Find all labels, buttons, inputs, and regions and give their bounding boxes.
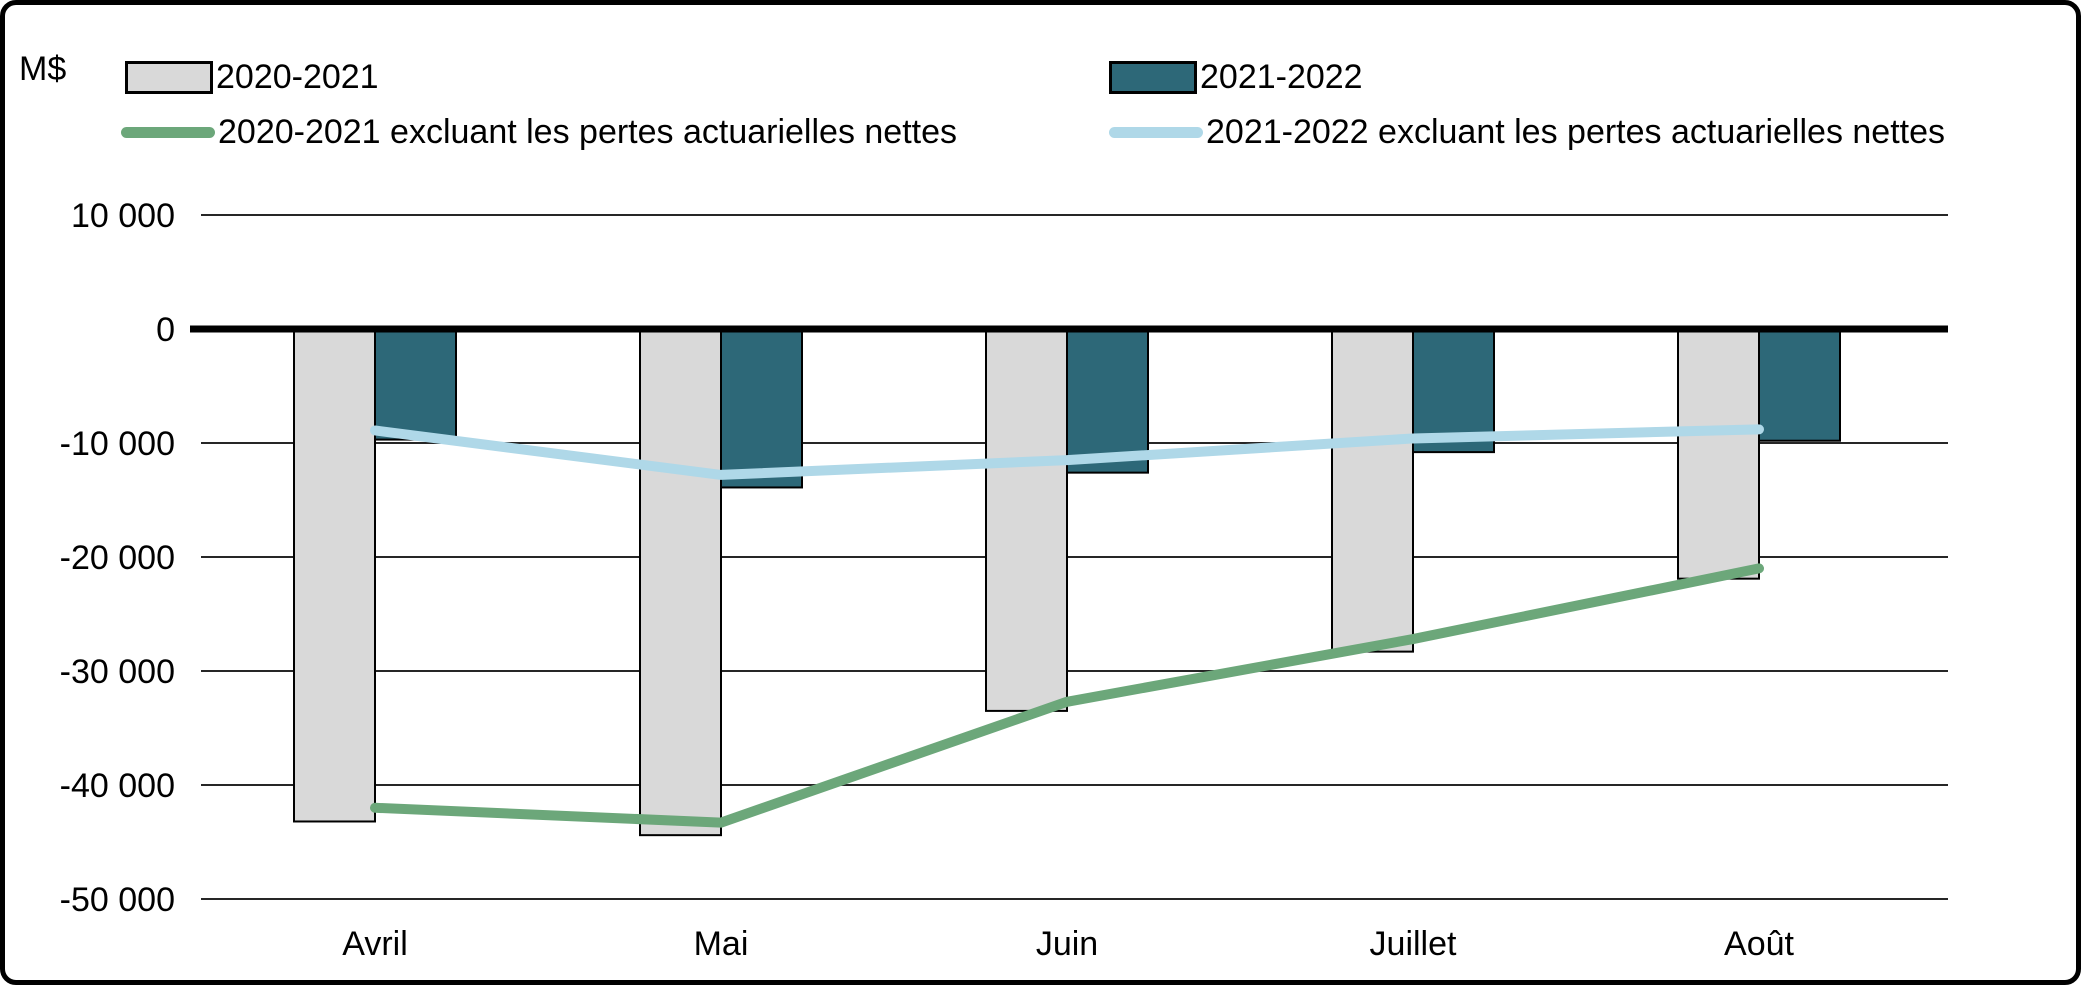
x-tick-label: Mai [694,925,749,963]
y-axis-unit-label: M$ [19,50,67,88]
legend-label: 2020-2021 [216,58,379,96]
line-2021-2022-excluant-les-pertes-actuarielles-nettes [370,424,1764,480]
bar-2021-2022 [1066,328,1149,474]
legend-item-2021-2022-excluant: 2021-2022 excluant les pertes actuariell… [1109,114,1945,150]
x-tick-label: Août [1724,925,1794,963]
x-tick-label: Juillet [1370,925,1457,963]
x-tick-label: Juin [1036,925,1098,963]
bar-2020-2021 [639,328,722,837]
y-tick-label: -30 000 [60,653,175,691]
y-tick-label: -20 000 [60,539,175,577]
line-2020-2021-excluant-les-pertes-actuarielles-nettes [370,563,1764,828]
bar-2021-2022 [1758,328,1841,442]
legend-label: 2021-2022 excluant les pertes actuariell… [1206,113,1946,151]
bar-2021-2022 [1412,328,1495,454]
bar-2020-2021 [1331,328,1414,653]
legend-item-2020-2021: 2020-2021 [125,59,379,95]
y-tick-label: 10 000 [71,197,175,235]
y-tick-label: -10 000 [60,425,175,463]
legend-item-2020-2021-excluant: 2020-2021 excluant les pertes actuariell… [121,114,957,150]
legend-label: 2021-2022 [1200,58,1363,96]
combo-bar-line-chart: 10 000 0 -10 000 -20 000 -30 000 -40 000 -50 0… [60,197,1948,963]
legend-item-2021-2022: 2021-2022 [1109,59,1363,95]
legend-swatch-bar-2021-2022 [1109,60,1197,94]
legend-swatch-bar-2020-2021 [125,60,213,94]
x-tick-label: Avril [342,925,408,963]
y-tick-label: -50 000 [60,881,175,919]
legend-swatch-line-2021-2022-excluant [1109,126,1203,138]
bar-2020-2021 [293,328,376,823]
bar-2020-2021 [1677,328,1760,580]
bar-2021-2022 [720,328,803,489]
bar-2020-2021 [985,328,1068,712]
bar-2021-2022 [374,328,457,441]
y-tick-label: -40 000 [60,767,175,805]
y-tick-label: 0 [156,311,175,349]
legend-label: 2020-2021 excluant les pertes actuariell… [218,113,958,151]
legend-swatch-line-2020-2021-excluant [121,126,215,138]
